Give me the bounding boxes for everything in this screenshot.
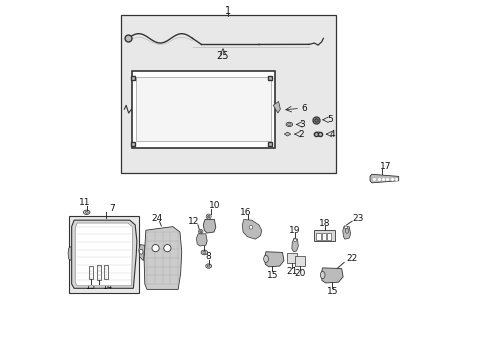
Bar <box>69 216 139 293</box>
Ellipse shape <box>207 215 209 218</box>
Polygon shape <box>242 220 261 239</box>
Text: 19: 19 <box>289 226 300 235</box>
Ellipse shape <box>293 239 296 242</box>
Ellipse shape <box>139 249 142 254</box>
Text: 24: 24 <box>151 214 162 223</box>
Text: 5: 5 <box>326 115 332 124</box>
Ellipse shape <box>163 244 171 252</box>
Text: 16: 16 <box>239 208 250 217</box>
Polygon shape <box>139 244 144 261</box>
Text: 6: 6 <box>301 104 306 113</box>
Text: 7: 7 <box>109 204 115 213</box>
Polygon shape <box>273 102 280 113</box>
Ellipse shape <box>201 250 207 255</box>
Ellipse shape <box>207 265 210 267</box>
Text: 18: 18 <box>319 219 330 228</box>
Bar <box>294 256 304 266</box>
Ellipse shape <box>285 122 292 127</box>
Ellipse shape <box>344 226 346 229</box>
Ellipse shape <box>263 255 268 262</box>
Bar <box>97 265 101 280</box>
Polygon shape <box>75 223 132 286</box>
Bar <box>286 253 296 263</box>
Ellipse shape <box>83 210 90 215</box>
Polygon shape <box>369 174 398 183</box>
Polygon shape <box>321 268 343 283</box>
Text: 15: 15 <box>326 287 337 296</box>
Text: 20: 20 <box>293 269 305 278</box>
Ellipse shape <box>206 214 211 219</box>
Ellipse shape <box>345 229 348 233</box>
Ellipse shape <box>249 226 252 229</box>
Ellipse shape <box>85 211 88 213</box>
Bar <box>136 77 270 141</box>
Text: 13: 13 <box>85 282 96 291</box>
Ellipse shape <box>152 244 159 252</box>
Polygon shape <box>284 132 290 136</box>
Bar <box>121 15 335 173</box>
Polygon shape <box>342 226 350 239</box>
Text: 12: 12 <box>187 217 199 226</box>
Polygon shape <box>264 252 284 267</box>
Text: 1: 1 <box>225 6 231 17</box>
Bar <box>88 266 93 279</box>
Bar <box>321 233 325 239</box>
Polygon shape <box>203 220 215 233</box>
Text: 23: 23 <box>352 214 364 223</box>
Polygon shape <box>291 238 298 252</box>
Text: 2: 2 <box>298 130 304 139</box>
Polygon shape <box>144 226 182 289</box>
Polygon shape <box>68 246 71 261</box>
Ellipse shape <box>287 123 290 126</box>
Text: 25: 25 <box>216 51 229 61</box>
Ellipse shape <box>203 251 205 254</box>
Text: 3: 3 <box>298 120 304 129</box>
Text: 21: 21 <box>285 267 297 276</box>
Bar <box>316 233 320 239</box>
Text: 22: 22 <box>346 255 357 264</box>
Text: 15: 15 <box>266 270 278 279</box>
Ellipse shape <box>320 271 325 279</box>
Ellipse shape <box>199 230 202 233</box>
Ellipse shape <box>205 264 211 268</box>
Ellipse shape <box>198 229 203 234</box>
Text: 10: 10 <box>208 201 220 210</box>
Bar <box>326 233 330 239</box>
Text: 8: 8 <box>205 252 211 261</box>
Text: 4: 4 <box>329 130 335 139</box>
Polygon shape <box>72 220 137 288</box>
Ellipse shape <box>313 132 321 136</box>
Text: 17: 17 <box>380 162 391 171</box>
Text: 14: 14 <box>102 282 112 291</box>
Polygon shape <box>196 234 207 246</box>
Text: 9: 9 <box>201 238 207 247</box>
Bar <box>314 230 335 241</box>
Text: 11: 11 <box>79 198 90 207</box>
Bar <box>131 71 274 148</box>
Bar <box>104 265 107 279</box>
